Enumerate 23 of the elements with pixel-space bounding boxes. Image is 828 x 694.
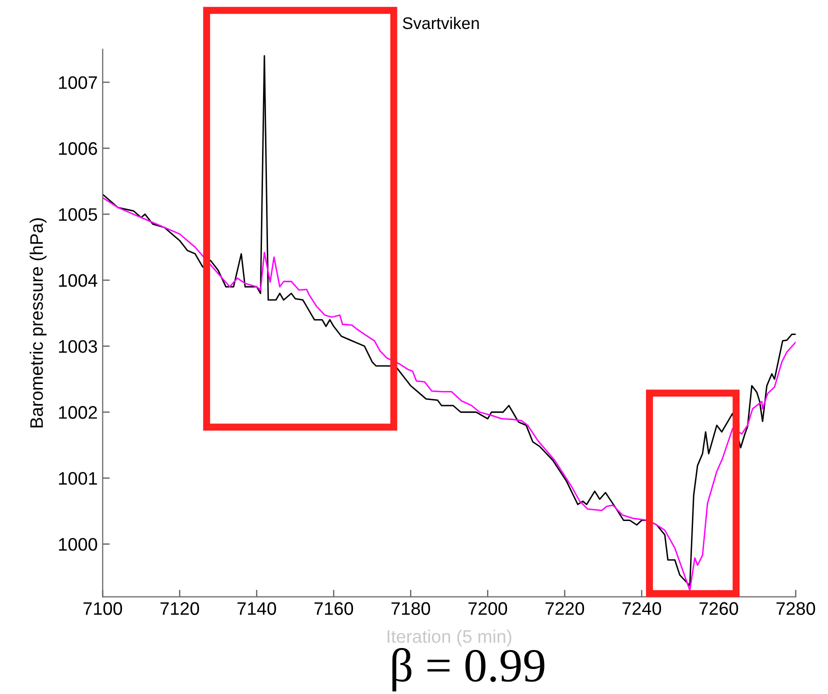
y-tick-label: 1003 [59,340,98,353]
y-tick-label: 1002 [59,406,97,419]
x-tick-label: 7180 [392,602,430,615]
x-tick-label: 7140 [238,602,276,615]
y-tick-label: 1000 [59,538,98,551]
text: β = 0.99 [392,648,544,692]
line-series [102,55,796,586]
y-tick-label: 1005 [59,208,98,221]
x-tick-label: 7100 [84,602,122,615]
x-tick-label: 7120 [160,602,200,615]
x-tick-label: 7160 [314,602,354,615]
x-tick-label: 7240 [622,602,662,615]
y-tick-label: 1007 [59,76,97,89]
y-tick-label: 1006 [59,142,98,155]
line-series [102,197,796,591]
x-tick-label: 7200 [468,602,508,615]
x-tick-label: 7220 [546,602,584,615]
chart-title: Svartviken [402,16,479,30]
y-tick-label: 1004 [59,274,98,287]
y-tick-label: 1001 [59,472,97,485]
x-tick-label: 7260 [700,602,738,615]
x-tick-label: 7280 [776,602,816,615]
y-axis-title: Barometric pressure (hPa) [30,218,47,428]
